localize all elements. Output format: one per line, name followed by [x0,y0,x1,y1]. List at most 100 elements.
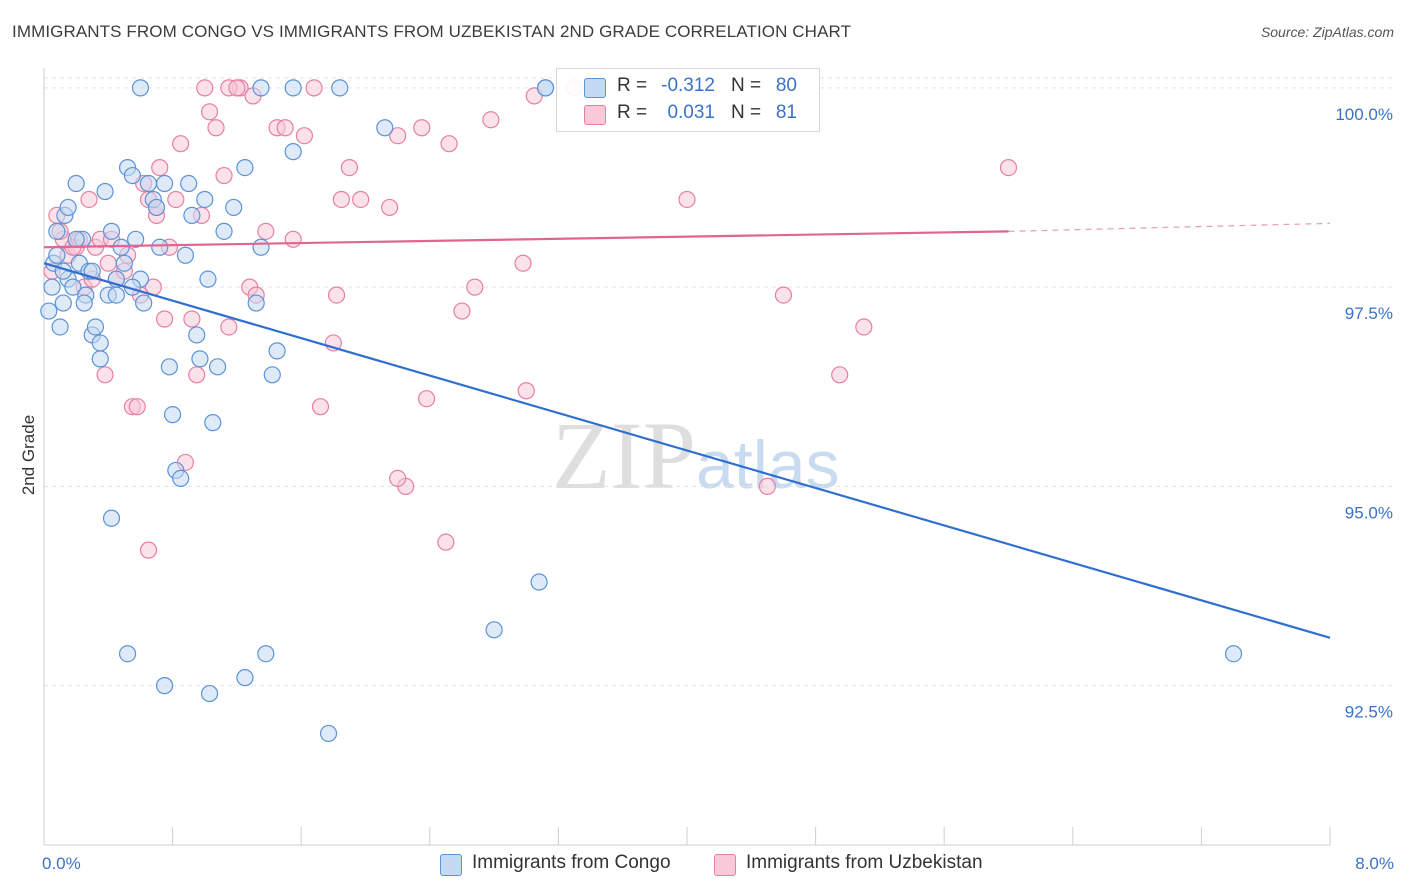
uzbekistan-point [437,533,455,551]
uzbekistan-point [215,166,233,185]
uzbekistan-point [295,127,314,145]
zipatlas-watermark: ZIPatlas [552,400,840,511]
congo-point [51,318,69,336]
uzbekistan-point [352,190,370,209]
congo-point [215,222,233,240]
uzbekistan-point [440,135,458,153]
legend-swatch-congo [440,854,462,876]
legend-r-value: -0.312 [661,75,715,96]
x-tick-label-max: 8.0% [1355,854,1394,873]
congo-point [1224,645,1243,663]
congo-point [172,469,190,488]
uzbekistan-point [340,158,359,177]
congo-point [268,342,286,360]
watermark-zip: ZIP [552,402,696,509]
congo-point [123,166,142,185]
y-tick-label: 92.5% [1345,703,1393,722]
congo-point [75,294,93,312]
correlation-legend: R = -0.312 N = 80 R = 0.031 N = 81 [556,68,820,132]
congo-point [225,198,243,217]
congo-point [147,198,166,217]
congo-point [180,174,198,193]
congo-point [191,350,209,368]
congo-point [67,230,85,248]
congo-point [135,294,153,312]
congo-point [48,222,66,240]
x-tick-label-min: 0.0% [42,854,81,873]
congo-point [176,246,195,264]
congo-point [200,684,219,703]
uzbekistan-point [228,79,246,97]
y-tick-label: 100.0% [1335,105,1393,124]
uzbekistan-point [389,127,407,145]
legend-swatch-uzbek [714,854,736,876]
uzbekistan-point [514,254,532,272]
congo-point [67,174,85,193]
legend-r-value: 0.031 [667,102,715,123]
legend-n-value: 80 [775,75,797,96]
uzbekistan-point [167,190,185,209]
legend-swatch-congo [584,78,606,98]
congo-point [204,414,222,432]
uzbekistan-point [774,286,793,304]
congo-point [485,621,503,639]
uzbekistan-point [200,103,219,121]
legend-row-congo: R = -0.312 N = 80 [557,73,819,101]
congo-point [127,230,145,248]
uzbekistan-point [758,477,776,495]
legend-label-congo: Immigrants from Congo [472,852,671,873]
congo-point [284,143,302,161]
congo-point [263,366,281,384]
congo-point [236,158,254,177]
legend-swatch-uzbek [584,105,606,125]
congo-point [102,222,121,240]
uzbekistan-point [999,158,1018,177]
congo-point [252,79,270,97]
congo-point [43,278,61,296]
uzbekistan-point [453,302,471,320]
chart-title: IMMIGRANTS FROM CONGO VS IMMIGRANTS FROM… [12,22,852,41]
congo-point [247,294,265,312]
uzbekistan-point [327,286,346,304]
congo-point [91,334,109,352]
uzbek-trend-line [43,230,1009,249]
uzbekistan-point [276,119,294,137]
uzbekistan-point [413,119,431,137]
uzbekistan-point [128,398,146,416]
congo-point [252,238,270,256]
congo-point [131,79,150,97]
congo-point [196,190,214,209]
uzbekistan-point [305,79,323,97]
uzbekistan-point [99,254,117,272]
congo-point [331,79,349,97]
uzbekistan-point [151,158,169,177]
uzbekistan-point [196,79,214,97]
uzbekistan-point [139,541,158,559]
congo-point [209,358,227,376]
congo-point [54,294,72,312]
uzbekistan-point [96,366,114,384]
congo-point [188,326,206,344]
legend-row-uzbek: R = 0.031 N = 81 [557,100,819,128]
congo-point [151,238,169,256]
legend-n-label: N = [731,102,762,123]
congo-point [102,509,121,527]
legend-r-label: R = [617,102,648,123]
legend-item-congo[interactable]: Immigrants from Congo [440,852,671,876]
congo-point [319,724,338,743]
uzbekistan-point [517,382,535,400]
legend-item-uzbek[interactable]: Immigrants from Uzbekistan [714,852,983,876]
congo-point [376,119,394,137]
uzbekistan-point [389,469,407,488]
congo-point [257,645,275,663]
congo-point [86,318,105,336]
uzbekistan-point [678,190,696,209]
congo-point [199,270,217,288]
trend-lines [43,222,1331,639]
congo-point [91,350,109,368]
uzbekistan-point [482,111,500,129]
uzbekistan-point [332,190,350,209]
legend-n-value: 81 [775,102,797,123]
chart-source: Source: ZipAtlas.com [1260,24,1394,40]
uzbekistan-points [43,79,1018,559]
